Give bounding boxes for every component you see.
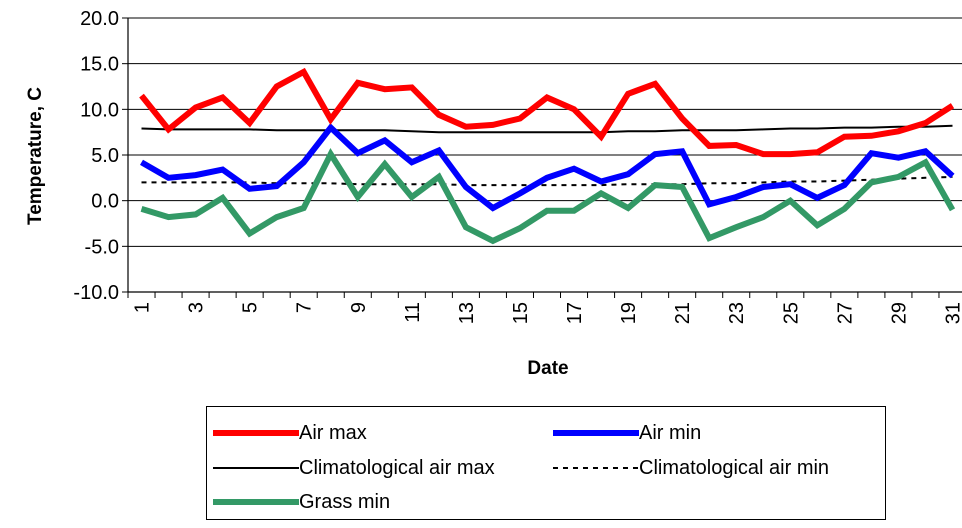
legend-swatch: [553, 430, 639, 436]
y-tick-label: 15.0: [80, 54, 119, 76]
x-tick-label: 15: [510, 302, 532, 324]
legend-label: Air min: [639, 421, 702, 444]
y-tick-label: 0.0: [91, 191, 119, 213]
legend-label: Grass min: [299, 490, 391, 513]
y-tick-label: -10.0: [73, 282, 119, 304]
legend-swatch: [553, 467, 639, 469]
legend-swatch: [213, 499, 299, 505]
y-tick-label: 5.0: [91, 145, 119, 167]
x-tick-label: 13: [456, 302, 478, 324]
series-lines: [139, 67, 956, 245]
y-tick-label: 20.0: [80, 8, 119, 30]
legend-item: Climatological air min: [553, 454, 829, 482]
legend-item: Air max: [213, 419, 367, 447]
legend-label: Air max: [299, 421, 367, 444]
y-tick-label: 10.0: [80, 99, 119, 121]
axes: [122, 17, 962, 298]
legend-item: Grass min: [213, 488, 390, 516]
x-tick-label: 29: [888, 302, 910, 324]
gridlines: [128, 17, 962, 247]
x-tick-label: 23: [726, 302, 748, 324]
series-line-air-min: [140, 123, 955, 212]
series-line-climatological-air-max: [141, 124, 953, 134]
legend-item: Air min: [553, 419, 701, 447]
temperature-chart: -10.0-5.00.05.010.015.020.0 1 3 5 7 9 11 13 15 1…: [25, 8, 962, 379]
x-tick-label: 17: [564, 302, 586, 324]
legend: Air max Air min Climatological air max Clim…: [206, 406, 886, 520]
x-tick-label: 19: [618, 302, 640, 324]
x-tick-label: 3: [186, 302, 208, 313]
x-tick-label: 11: [402, 302, 424, 323]
series-line-grass-min: [140, 148, 956, 245]
x-tick-label: 7: [294, 302, 316, 313]
legend-swatch: [213, 430, 299, 436]
x-axis-title: Date: [527, 358, 568, 379]
y-tick-label: -5.0: [85, 236, 119, 258]
x-tick-label: 31: [942, 302, 962, 324]
x-tick-label: 21: [672, 302, 694, 324]
legend-label: Climatological air min: [639, 456, 830, 479]
legend-label: Climatological air max: [299, 456, 495, 479]
legend-item: Climatological air max: [213, 454, 495, 482]
y-axis-title: Temperature, C: [25, 87, 46, 225]
x-tick-labels: 1 3 5 7 9 11 13 15 17 19 21 23 25 27 29 31: [132, 302, 962, 324]
legend-swatch: [213, 467, 299, 469]
x-tick-label: 9: [348, 302, 370, 313]
x-tick-label: 1: [132, 302, 154, 313]
series-line-air-max: [139, 67, 955, 158]
x-tick-label: 27: [834, 302, 856, 324]
x-tick-label: 25: [780, 302, 802, 324]
y-tick-labels: -10.0 -5.0 0.0 5.0 10.0 15.0 20.0: [73, 8, 119, 304]
x-tick-label: 5: [240, 302, 262, 313]
